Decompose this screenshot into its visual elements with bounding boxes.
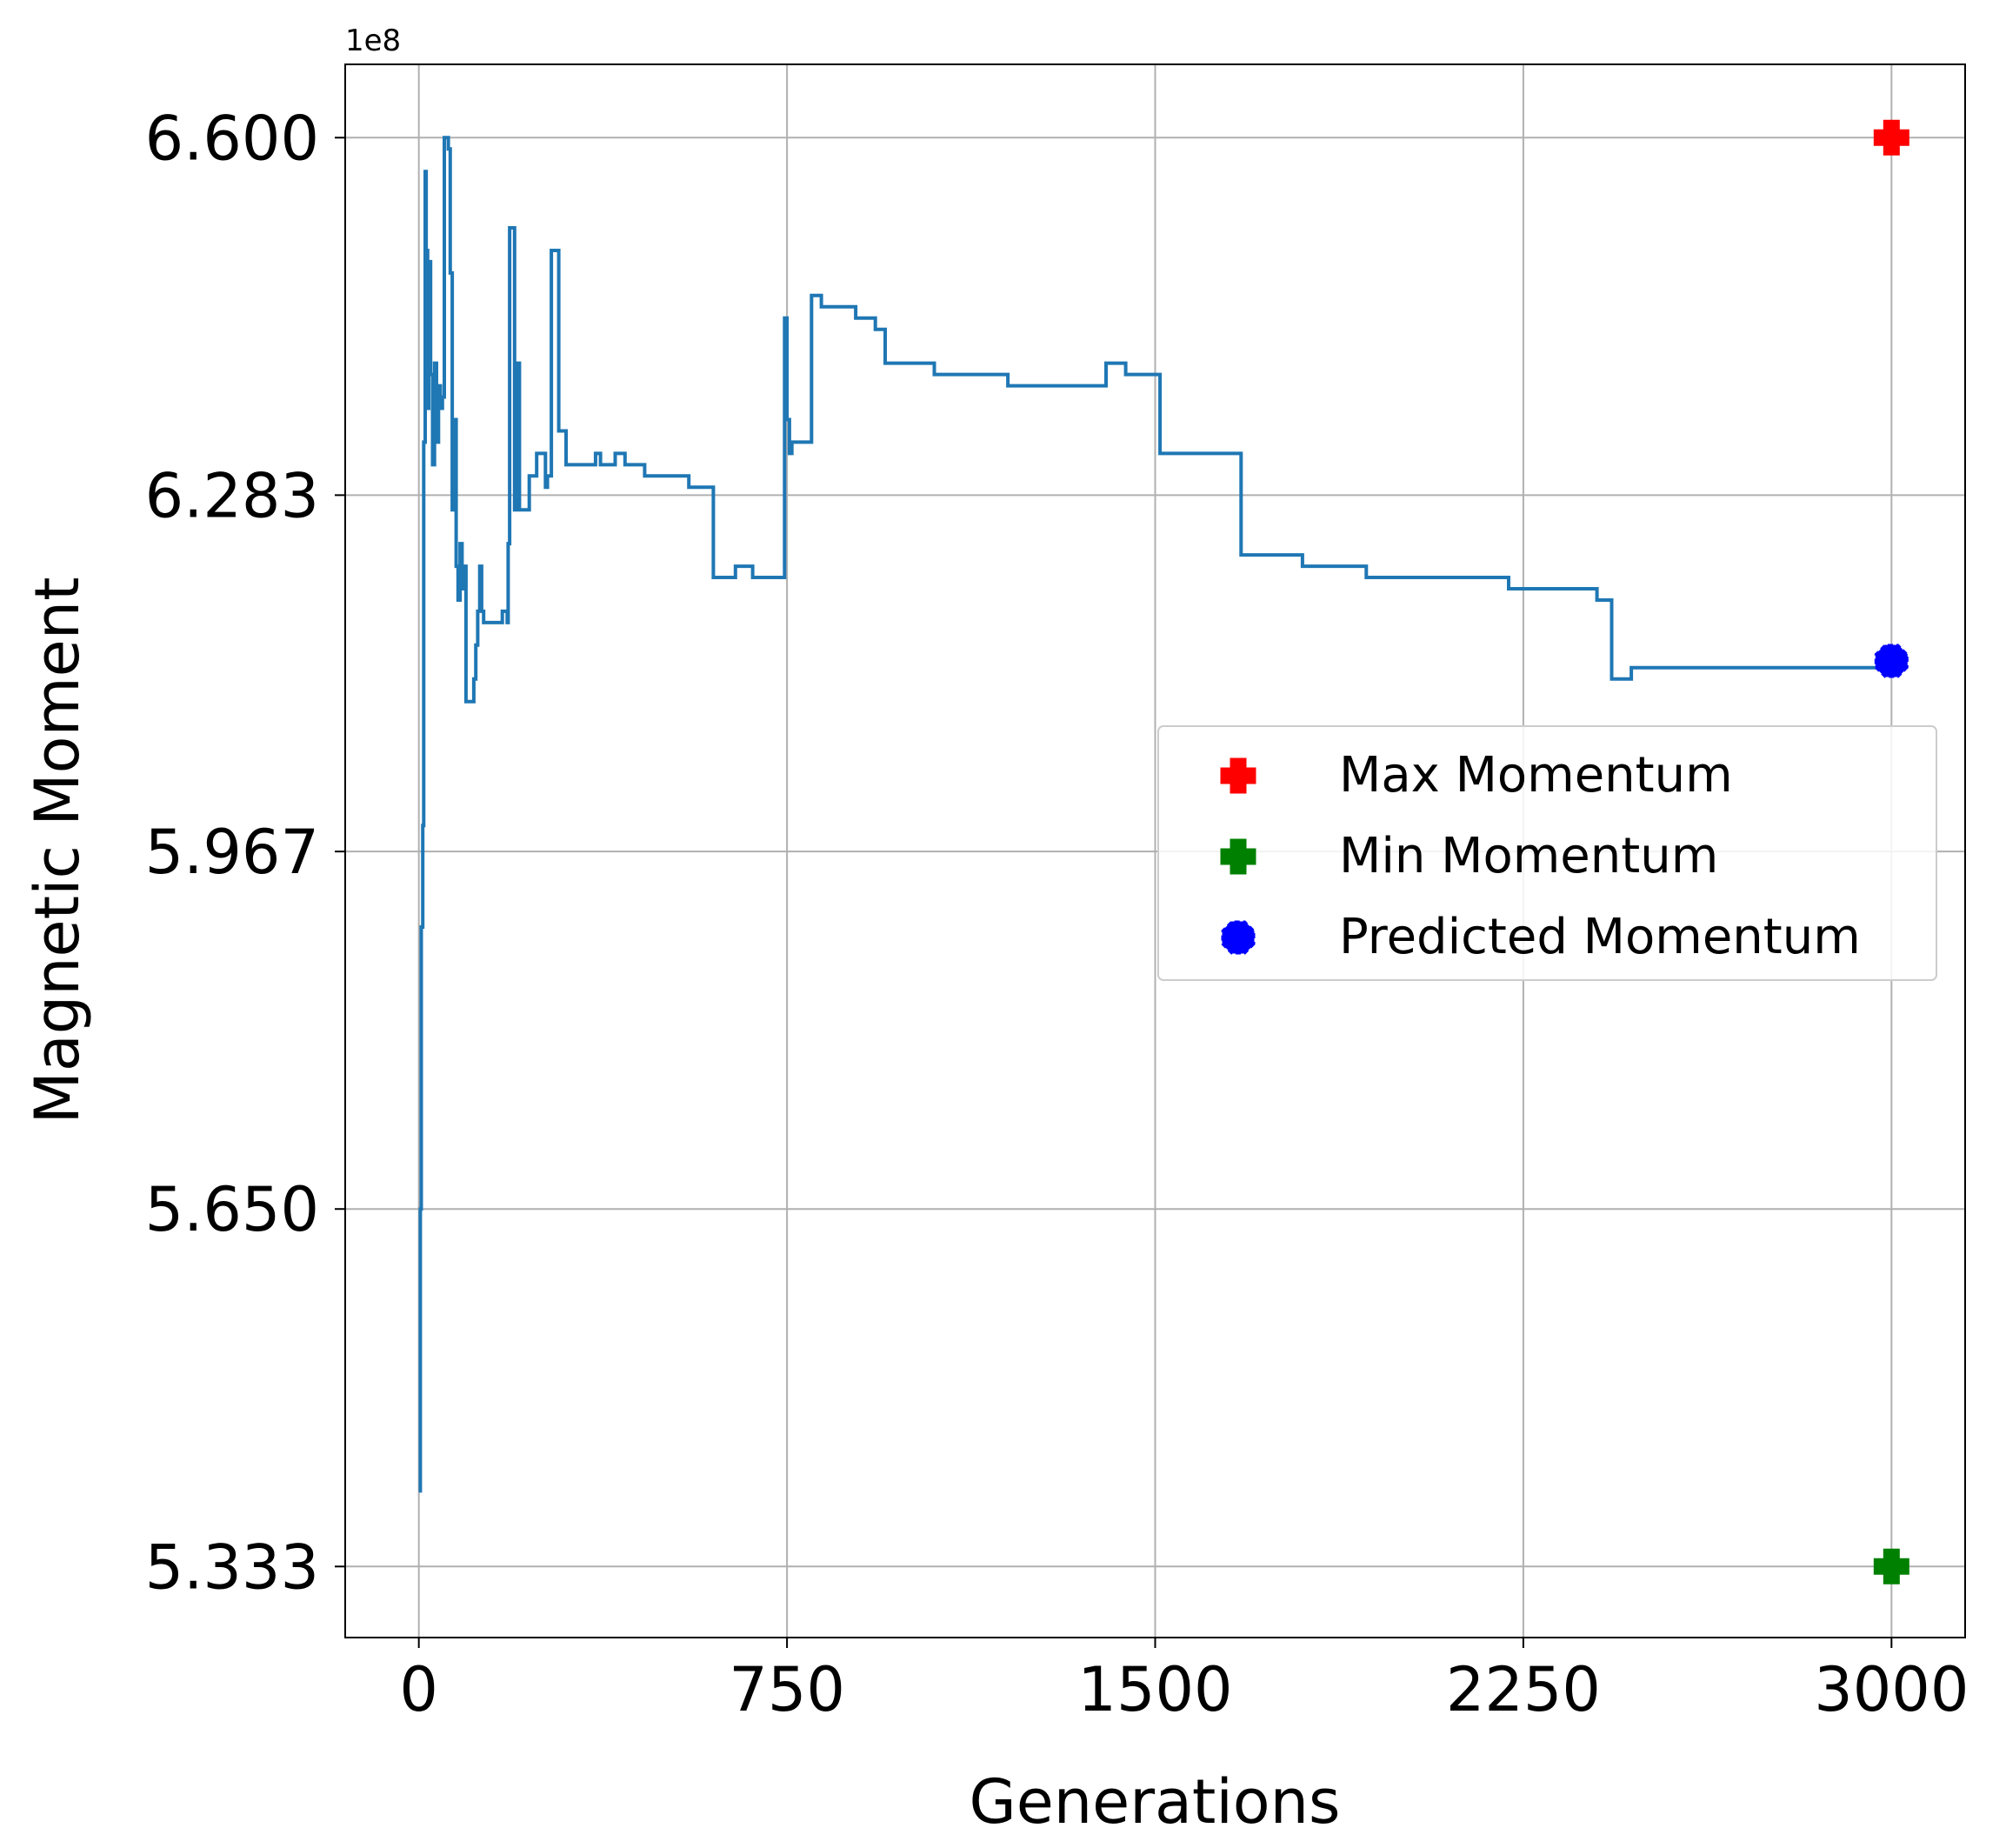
- x-tick-label: 750: [729, 1654, 845, 1725]
- marker-point: [1874, 644, 1909, 678]
- y-axis-label: Magnetic Moment: [22, 577, 93, 1124]
- marker-point: [1873, 1548, 1909, 1584]
- y-tick-label: 5.967: [145, 817, 319, 888]
- x-tick-label: 1500: [1077, 1654, 1232, 1725]
- legend-box: [1157, 725, 1937, 981]
- y-tick-label: 5.333: [145, 1531, 319, 1603]
- series-lines: [418, 136, 1894, 1493]
- x-axis-label: Generations: [970, 1766, 1341, 1838]
- legend-marker: [1221, 920, 1256, 955]
- y-tick-label: 6.600: [145, 103, 319, 174]
- legend-label: Min Momentum: [1339, 828, 1718, 884]
- legend-marker: [1220, 838, 1256, 875]
- x-tick-label: 0: [399, 1654, 438, 1725]
- x-axis-ticks: 0 750 1500 2250 3000: [399, 1638, 1969, 1725]
- series-line: [418, 136, 1894, 1493]
- legend: Max Momentum Min Momentum Predicted Moment…: [1157, 725, 1937, 981]
- y-tick-label: 6.283: [145, 460, 319, 531]
- y-tick-label: 5.650: [145, 1174, 319, 1245]
- y-axis-ticks: 5.333 5.650 5.967 6.283 6.600: [145, 103, 345, 1603]
- x-tick-label: 2250: [1446, 1654, 1601, 1725]
- legend-label: Predicted Momentum: [1339, 909, 1861, 965]
- legend-label: Max Momentum: [1339, 747, 1733, 804]
- legend-marker: [1220, 757, 1256, 794]
- x-tick-label: 3000: [1814, 1654, 1969, 1725]
- grid-lines: [345, 64, 1965, 1638]
- marker-point: [1873, 119, 1909, 156]
- marker-points: [1873, 119, 1909, 1584]
- y-multiplier-label: 1e8: [345, 23, 401, 58]
